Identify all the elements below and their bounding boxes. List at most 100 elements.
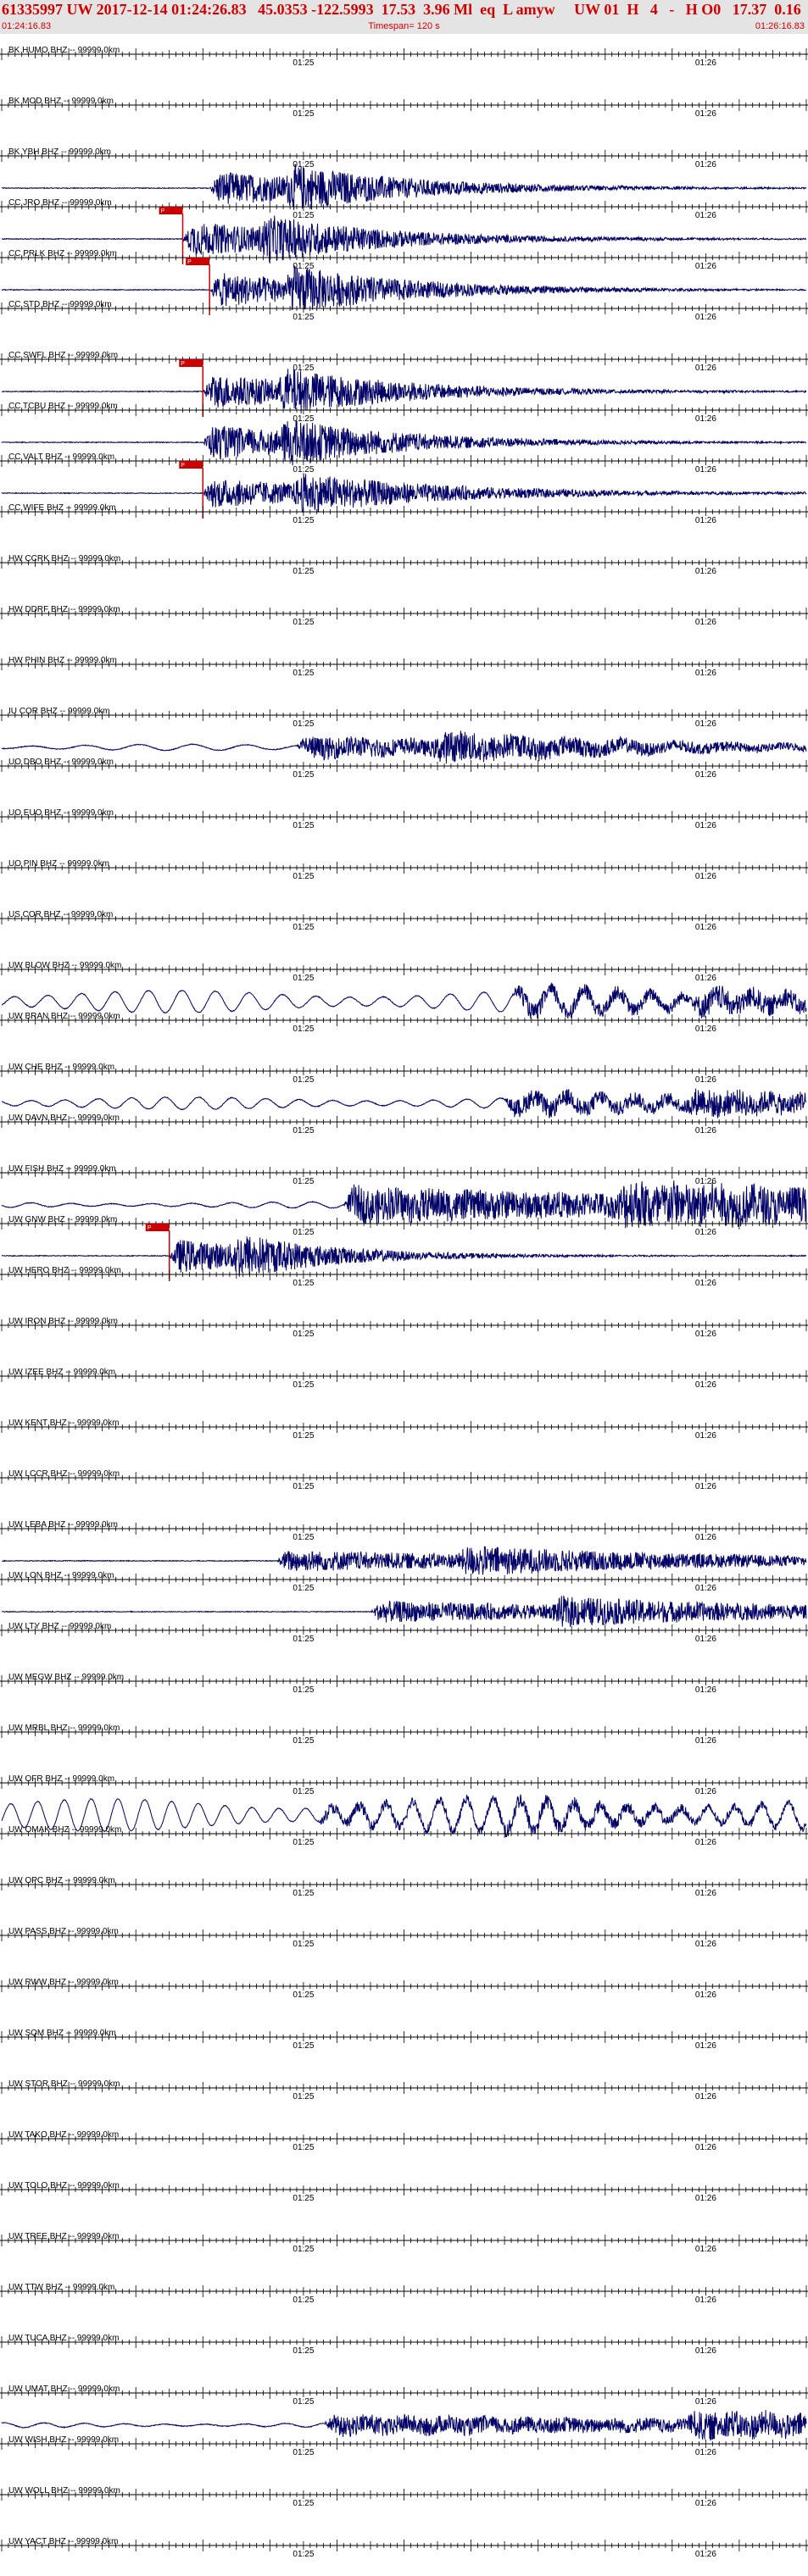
channel-label: CC SWFL BHZ -- 99999.0km bbox=[8, 351, 118, 360]
minute-tick-label: 01:26 bbox=[695, 211, 716, 220]
waveform bbox=[1, 1180, 807, 1229]
minute-tick-label: 01:25 bbox=[293, 821, 314, 830]
waveform bbox=[1, 1088, 807, 1119]
channel-label: UW BLOW BHZ -- 99999.0km bbox=[8, 961, 121, 970]
axis-ticks bbox=[1, 1065, 807, 1077]
channel-label: UW TOLO BHZ -- 99999.0km bbox=[8, 2181, 120, 2190]
channel-trace: 01:25 01:26 US COR BHZ -- 99999.0km bbox=[0, 910, 808, 932]
minute-tick-label: 01:25 bbox=[293, 2041, 314, 2051]
minute-tick-label: 01:26 bbox=[695, 1736, 716, 1746]
minute-tick-label: 01:25 bbox=[293, 1126, 314, 1135]
minute-tick-label: 01:25 bbox=[293, 1279, 314, 1288]
minute-tick-label: 01:25 bbox=[293, 1533, 314, 1542]
window-start-time: 01:24:16.83 bbox=[2, 21, 52, 31]
channel-label: UW HERO BHZ -- 99999.0km bbox=[8, 1266, 121, 1275]
waveform bbox=[1, 164, 807, 211]
minute-tick-label: 01:25 bbox=[293, 262, 314, 271]
minute-tick-label: 01:26 bbox=[695, 821, 716, 830]
minute-tick-label: 01:25 bbox=[293, 567, 314, 576]
channel-label: UW MRBL BHZ -- 99999.0km bbox=[8, 1724, 120, 1733]
minute-tick-label: 01:26 bbox=[695, 2092, 716, 2101]
axis-ticks bbox=[1, 963, 807, 975]
channel-label: UW RWW BHZ -- 99999.0km bbox=[8, 1978, 119, 1987]
channel-label: HW PHIN BHZ -- 99999.0km bbox=[8, 656, 117, 665]
minute-tick-label: 01:25 bbox=[293, 1736, 314, 1746]
axis-ticks bbox=[1, 2285, 807, 2297]
minute-tick-label: 01:25 bbox=[293, 974, 314, 983]
channel-trace: 01:25 01:26 UW TAKO BHZ -- 99999.0km bbox=[0, 2130, 808, 2152]
channel-trace: 01:25 01:26 UW OMAK BHZ -- 99999.0km bbox=[0, 1825, 808, 1847]
minute-tick-label: 01:25 bbox=[293, 2143, 314, 2152]
channel-label: CC JRO BHZ -- 99999.0km bbox=[8, 198, 112, 208]
waveform bbox=[2, 1595, 807, 1627]
channel-label: UW GNW BHZ -- 99999.0km bbox=[8, 1215, 117, 1224]
axis-ticks bbox=[1, 2184, 807, 2196]
channel-trace: 01:25 01:26 UW OFR BHZ -- 99999.0km bbox=[0, 1774, 808, 1838]
channel-trace: 01:25 01:26 IU COR BHZ -- 99999.0km bbox=[0, 707, 808, 764]
phase-pick-flag bbox=[179, 461, 203, 469]
channel-trace: 01:25 01:26 UW TOLO BHZ -- 99999.0km bbox=[0, 2181, 808, 2203]
channel-label: UW LTY BHZ -- 99999.0km bbox=[8, 1622, 111, 1631]
minute-tick-label: 01:25 bbox=[293, 1635, 314, 1644]
event-header: 61335997 UW 2017-12-14 01:24:26.83 45.03… bbox=[0, 0, 808, 34]
channel-trace: 01:25 01:26 UW TREE BHZ -- 99999.0km bbox=[0, 2232, 808, 2254]
channel-label: UW BRAN BHZ -- 99999.0km bbox=[8, 1012, 120, 1021]
minute-tick-label: 01:26 bbox=[695, 313, 716, 322]
axis-ticks bbox=[1, 1319, 807, 1331]
minute-tick-label: 01:26 bbox=[695, 1228, 716, 1237]
axis-ticks bbox=[1, 1523, 807, 1535]
axis-ticks bbox=[1, 48, 807, 60]
channel-label: UW WOLL BHZ -- 99999.0km bbox=[8, 2486, 120, 2496]
event-summary: 61335997 UW 2017-12-14 01:24:26.83 45.03… bbox=[2, 1, 801, 18]
channel-label: UW LCCR BHZ -- 99999.0km bbox=[8, 1469, 120, 1479]
channel-label: UW OMAK BHZ -- 99999.0km bbox=[8, 1825, 121, 1835]
minute-tick-label: 01:25 bbox=[293, 2499, 314, 2508]
minute-tick-label: 01:26 bbox=[695, 1685, 716, 1695]
axis-ticks bbox=[1, 1116, 807, 1128]
minute-tick-label: 01:26 bbox=[695, 516, 716, 525]
axis-ticks bbox=[1, 2133, 807, 2145]
minute-tick-label: 01:26 bbox=[695, 2448, 716, 2457]
minute-tick-label: 01:25 bbox=[293, 465, 314, 475]
channel-trace: 01:25 01:26 UW DAVN BHZ -- 99999.0km bbox=[0, 1113, 808, 1135]
minute-tick-label: 01:26 bbox=[695, 1584, 716, 1593]
minute-tick-label: 01:25 bbox=[293, 160, 314, 169]
channel-trace: 01:25 01:26 CC STD BHZ -- 99999.0km bbox=[0, 300, 808, 322]
axis-ticks bbox=[1, 862, 807, 874]
minute-tick-label: 01:26 bbox=[695, 923, 716, 932]
axis-ticks bbox=[1, 557, 807, 569]
channel-label: UO EUO BHZ -- 99999.0km bbox=[8, 808, 114, 818]
phase-pick-label: P bbox=[161, 208, 165, 214]
channel-trace: 01:25 01:26 UW UMAT BHZ -- 99999.0km bbox=[0, 2384, 808, 2441]
channel-label: UW LON BHZ -- 99999.0km bbox=[8, 1571, 114, 1580]
channel-trace: 01:25 01:26 UW LON BHZ -- 99999.0km bbox=[0, 1571, 808, 1627]
channel-trace: 01:25 01:26 UW TTW BHZ -- 99999.0km bbox=[0, 2283, 808, 2305]
axis-ticks bbox=[1, 1421, 807, 1433]
minute-tick-label: 01:25 bbox=[293, 923, 314, 932]
axis-ticks bbox=[1, 1675, 807, 1687]
minute-tick-label: 01:25 bbox=[293, 2245, 314, 2254]
minute-tick-label: 01:26 bbox=[695, 2550, 716, 2559]
minute-tick-label: 01:26 bbox=[695, 1533, 716, 1542]
waveform bbox=[1, 419, 807, 466]
minute-tick-label: 01:26 bbox=[695, 1431, 716, 1441]
channel-trace: 01:25 01:26 UW LTY BHZ -- 99999.0km bbox=[0, 1622, 808, 1644]
minute-tick-label: 01:25 bbox=[293, 1787, 314, 1796]
axis-ticks bbox=[1, 658, 807, 670]
channel-label: UW WISH BHZ -- 99999.0km bbox=[8, 2435, 119, 2445]
axis-ticks bbox=[1, 2336, 807, 2348]
channel-label: UW UMAT BHZ -- 99999.0km bbox=[8, 2384, 120, 2394]
minute-tick-label: 01:25 bbox=[293, 414, 314, 424]
axis-ticks bbox=[1, 1269, 807, 1280]
minute-tick-label: 01:25 bbox=[293, 516, 314, 525]
axis-ticks bbox=[1, 2387, 807, 2399]
waveform bbox=[1, 982, 807, 1019]
minute-tick-label: 01:25 bbox=[293, 1940, 314, 1949]
channel-label: CC TCBU BHZ -- 99999.0km bbox=[8, 402, 118, 411]
minute-tick-label: 01:25 bbox=[293, 1228, 314, 1237]
minute-tick-label: 01:26 bbox=[695, 770, 716, 780]
minute-tick-label: 01:26 bbox=[695, 2194, 716, 2203]
axis-ticks bbox=[1, 99, 807, 111]
channel-trace: 01:25 01:26 HW PHIN BHZ -- 99999.0km bbox=[0, 656, 808, 678]
minute-tick-label: 01:25 bbox=[293, 872, 314, 881]
